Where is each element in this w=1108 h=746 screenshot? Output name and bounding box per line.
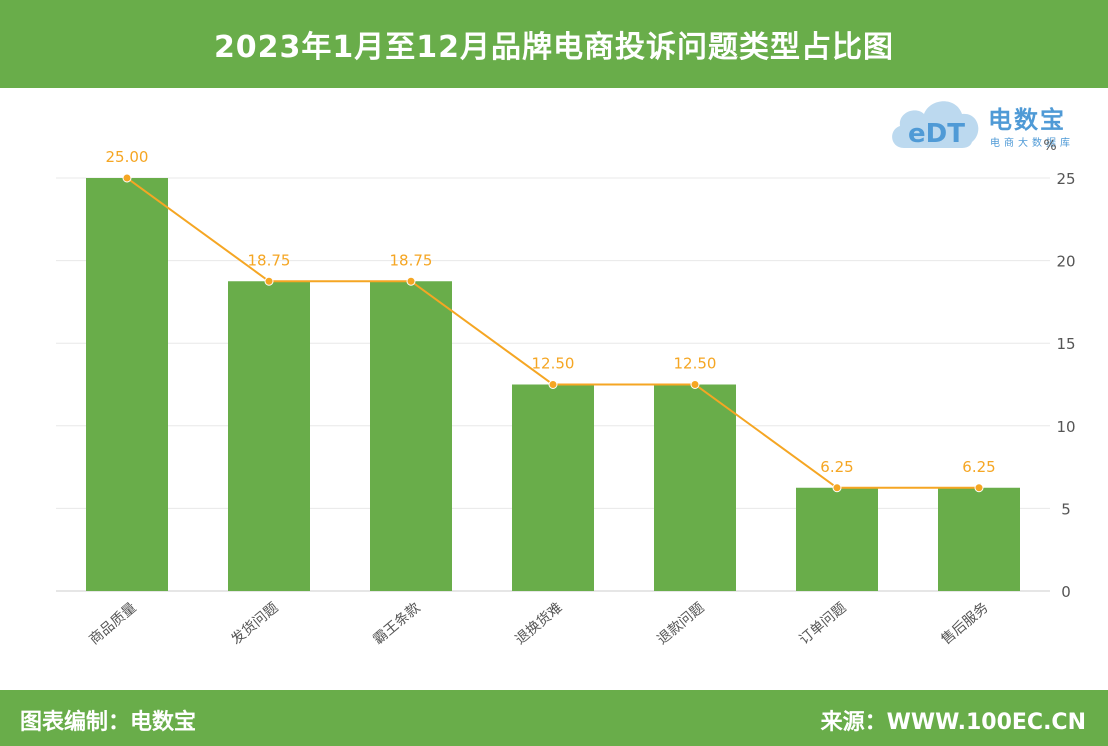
data-label: 6.25 bbox=[820, 458, 853, 476]
y-tick-label: 10 bbox=[1056, 418, 1075, 436]
x-tick-label: 退款问题 bbox=[654, 600, 707, 648]
data-label: 18.75 bbox=[390, 251, 433, 269]
data-label: 12.50 bbox=[532, 355, 575, 373]
line-point bbox=[974, 483, 984, 493]
line-point bbox=[690, 380, 700, 389]
line-point bbox=[406, 276, 416, 286]
chart-footer: 图表编制：电数宝 来源：WWW.100EC.CN bbox=[0, 690, 1108, 746]
line-point bbox=[122, 173, 132, 183]
y-tick-label: 25 bbox=[1056, 170, 1075, 188]
bar bbox=[654, 384, 736, 591]
x-tick-label: 商品质量 bbox=[86, 600, 139, 648]
y-tick-label: 20 bbox=[1056, 253, 1075, 271]
line-point bbox=[548, 380, 558, 389]
bar bbox=[370, 281, 452, 591]
data-label: 12.50 bbox=[674, 355, 717, 373]
data-label: 6.25 bbox=[962, 458, 995, 476]
y-tick-label: 5 bbox=[1061, 500, 1071, 518]
y-tick-label: 0 bbox=[1061, 583, 1071, 601]
data-label: 18.75 bbox=[248, 251, 291, 269]
y-tick-label: 15 bbox=[1056, 335, 1075, 353]
x-tick-label: 订单问题 bbox=[796, 600, 849, 648]
bar bbox=[512, 384, 594, 591]
logo-mark: eDT bbox=[908, 119, 965, 149]
bar bbox=[938, 487, 1020, 591]
bar bbox=[796, 487, 878, 591]
footer-credit: 图表编制：电数宝 bbox=[20, 710, 197, 735]
brand-logo: eDT 电数宝 电商大数据库 bbox=[886, 92, 1101, 154]
x-tick-label: 售后服务 bbox=[938, 600, 991, 648]
chart-title: 2023年1月至12月品牌电商投诉问题类型占比图 bbox=[213, 30, 895, 65]
bar bbox=[86, 178, 168, 591]
data-label: 25.00 bbox=[106, 148, 149, 166]
bar-line-chart: 0 5 10 15 20 25% 25.00 18.75 18.75 12.50 12.50 6.25… bbox=[56, 138, 1076, 648]
y-unit-label: % bbox=[1043, 138, 1056, 154]
cloud-logo-icon: eDT bbox=[892, 101, 979, 149]
line-point bbox=[832, 483, 842, 493]
x-tick-label: 退换货难 bbox=[512, 599, 566, 648]
logo-name: 电数宝 bbox=[988, 106, 1066, 134]
footer-source: 来源：WWW.100EC.CN bbox=[820, 710, 1086, 735]
chart-area: 0 5 10 15 20 25% 25.00 18.75 18.75 12.50 12.50 6.25… bbox=[0, 88, 1108, 688]
x-tick-label: 霸王条款 bbox=[370, 599, 424, 648]
chart-header: 2023年1月至12月品牌电商投诉问题类型占比图 bbox=[0, 0, 1108, 88]
bar bbox=[228, 281, 310, 591]
x-tick-label: 发货问题 bbox=[228, 599, 282, 648]
line-point bbox=[264, 276, 274, 286]
logo-tagline: 电商大数据库 bbox=[990, 138, 1074, 149]
